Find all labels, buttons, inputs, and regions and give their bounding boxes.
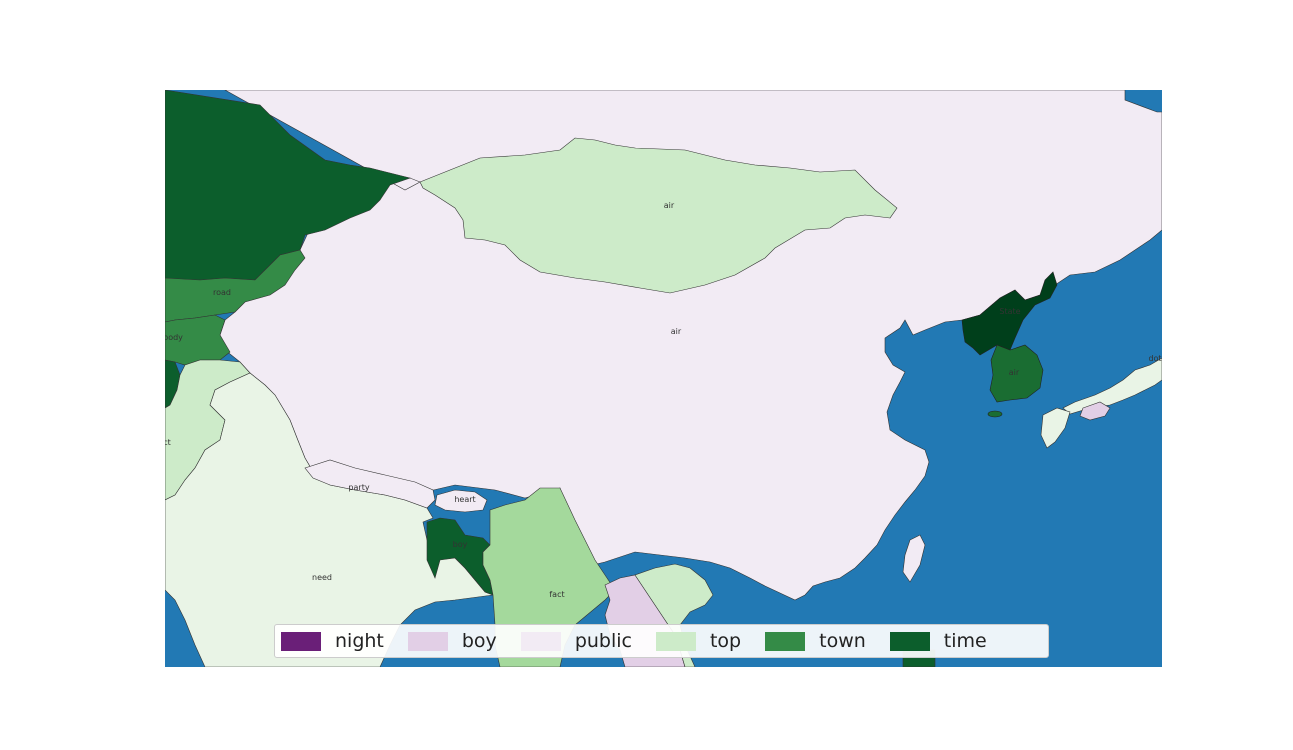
legend: night boy public top town time [274,624,1049,658]
region-taiwan [902,534,926,583]
legend-label: top [709,630,742,652]
legend-entry-public: public [520,630,632,652]
label-kyrgyzstan: body [165,333,183,342]
label-south-korea: air [1009,368,1020,377]
region-mongolia [419,137,898,294]
legend-swatch [520,631,561,651]
region-nepal [304,459,436,509]
label-nepal: party [348,483,369,492]
legend-swatch [765,631,806,651]
map: air air road body ct party heart boy nee… [165,90,1162,667]
region-myanmar [482,487,616,667]
region-south-korea [989,344,1044,403]
label-china: air [671,327,682,336]
legend-swatch [407,631,448,651]
legend-label: public [574,630,632,652]
label-afghanistan: ct [165,438,171,447]
region-jeju [987,410,1003,418]
legend-entry-town: town [765,630,866,652]
label-mongolia: air [664,201,675,210]
region-north-korea [961,271,1058,356]
legend-label: night [335,630,384,652]
label-bangladesh: boy [453,540,468,549]
legend-label: boy [461,630,497,652]
legend-label: town [819,630,866,652]
label-india: need [312,573,332,582]
legend-swatch [281,631,321,651]
label-bhutan: heart [454,495,475,504]
map-frame: air air road body ct party heart boy nee… [165,90,1162,667]
region-japan-south [1079,401,1111,421]
legend-entry-night: night [281,630,384,652]
label-myanmar: fact [549,590,564,599]
legend-entry-top: top [655,630,742,652]
legend-entry-boy: boy [407,630,497,652]
region-japan [1062,357,1162,415]
label-kazakhstan: road [213,288,231,297]
legend-label: time [943,630,987,652]
region-japan-kyushu [1040,407,1071,449]
legend-entry-time: time [889,630,987,652]
legend-swatch [889,631,930,651]
region-bhutan [434,489,488,513]
label-north-korea: State [999,307,1020,316]
legend-swatch [655,631,696,651]
label-japan: dot [1148,354,1161,363]
